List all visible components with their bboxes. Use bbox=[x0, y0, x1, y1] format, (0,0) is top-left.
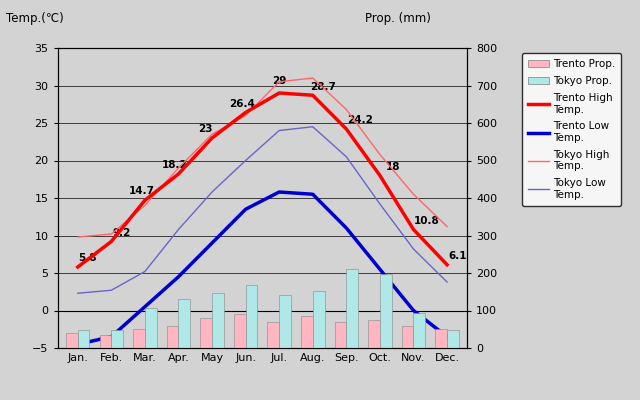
Text: 24.2: 24.2 bbox=[347, 115, 372, 125]
Text: 23: 23 bbox=[198, 124, 212, 134]
Bar bbox=[246, 285, 257, 348]
Bar bbox=[346, 269, 358, 348]
Bar bbox=[380, 274, 392, 348]
Bar bbox=[77, 330, 90, 348]
Text: Prop. (mm): Prop. (mm) bbox=[365, 12, 431, 25]
Text: 10.8: 10.8 bbox=[414, 216, 440, 226]
Text: Temp.(℃): Temp.(℃) bbox=[6, 12, 64, 25]
Text: 9.2: 9.2 bbox=[112, 228, 131, 238]
Bar bbox=[166, 326, 179, 348]
Bar bbox=[145, 308, 157, 348]
Bar bbox=[268, 322, 279, 348]
Bar bbox=[279, 295, 291, 348]
Text: 18: 18 bbox=[386, 162, 401, 172]
Bar bbox=[133, 329, 145, 348]
Legend: Trento Prop., Tokyo Prop., Trento High
Temp., Trento Low
Temp., Tokyo High
Temp.: Trento Prop., Tokyo Prop., Trento High T… bbox=[522, 53, 621, 206]
Bar bbox=[447, 330, 459, 348]
Text: 18.2: 18.2 bbox=[162, 160, 188, 170]
Bar bbox=[335, 322, 346, 348]
Bar bbox=[234, 314, 246, 348]
Text: 6.1: 6.1 bbox=[448, 251, 467, 261]
Bar bbox=[111, 330, 123, 348]
Text: 29: 29 bbox=[272, 76, 286, 86]
Bar bbox=[413, 313, 425, 348]
Bar bbox=[100, 335, 111, 348]
Bar bbox=[179, 299, 190, 348]
Bar bbox=[402, 326, 413, 348]
Bar bbox=[368, 320, 380, 348]
Bar bbox=[301, 316, 313, 348]
Bar bbox=[212, 293, 224, 348]
Bar bbox=[200, 318, 212, 348]
Bar bbox=[66, 333, 77, 348]
Text: 28.7: 28.7 bbox=[310, 82, 336, 92]
Bar bbox=[435, 329, 447, 348]
Bar bbox=[313, 291, 324, 348]
Text: 26.4: 26.4 bbox=[229, 99, 255, 109]
Text: 14.7: 14.7 bbox=[129, 186, 154, 196]
Text: 5.8: 5.8 bbox=[79, 253, 97, 263]
